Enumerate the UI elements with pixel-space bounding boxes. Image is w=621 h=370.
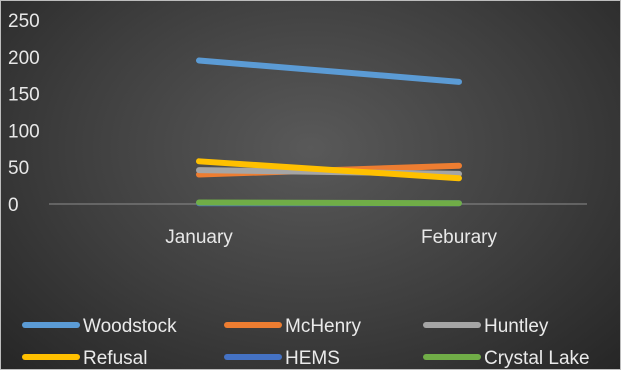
y-tick-label: 250 — [8, 11, 40, 32]
y-tick-label: 200 — [8, 48, 40, 69]
x-tick-label: January — [165, 227, 233, 248]
series-line-refusal — [196, 158, 462, 182]
legend-label: Crystal Lake — [484, 348, 590, 369]
y-tick-label: 0 — [8, 195, 19, 216]
legend-label: Refusal — [83, 348, 147, 369]
series-line-crystal-lake — [196, 199, 462, 207]
y-tick-label: 100 — [8, 121, 40, 142]
legend-label: HEMS — [285, 348, 340, 369]
x-tick-label: Feburary — [421, 227, 498, 248]
y-tick-label: 150 — [8, 85, 40, 106]
series-line-woodstock — [196, 57, 462, 85]
legend-label: McHenry — [285, 316, 362, 337]
y-tick-label: 50 — [8, 158, 29, 179]
legend-label: Woodstock — [83, 316, 177, 337]
legend-label: Huntley — [484, 316, 549, 337]
